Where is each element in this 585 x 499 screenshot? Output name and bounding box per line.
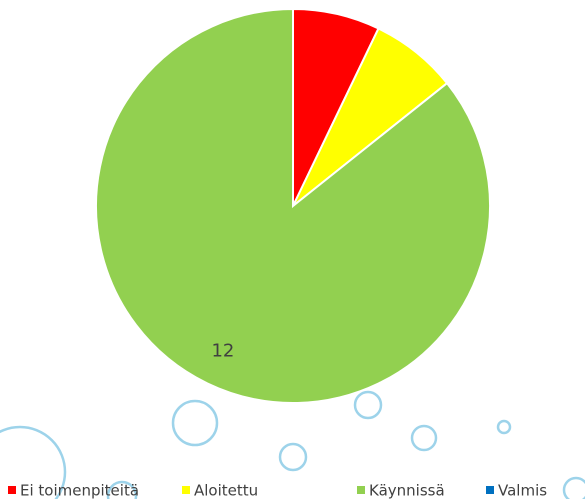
legend-label: Aloitettu [194,482,258,499]
legend-swatch [486,486,494,494]
legend-label: Käynnissä [369,482,445,499]
legend-label: Valmis [498,482,547,499]
chart: 12 Ei toimenpiteitä Aloitettu Käynnissä Valm… [0,0,585,499]
legend-swatch [357,486,365,494]
legend-swatch [8,486,16,494]
legend-swatch [182,486,190,494]
legend-label: Ei toimenpiteitä [20,482,139,499]
data-label: 12 [211,341,234,362]
